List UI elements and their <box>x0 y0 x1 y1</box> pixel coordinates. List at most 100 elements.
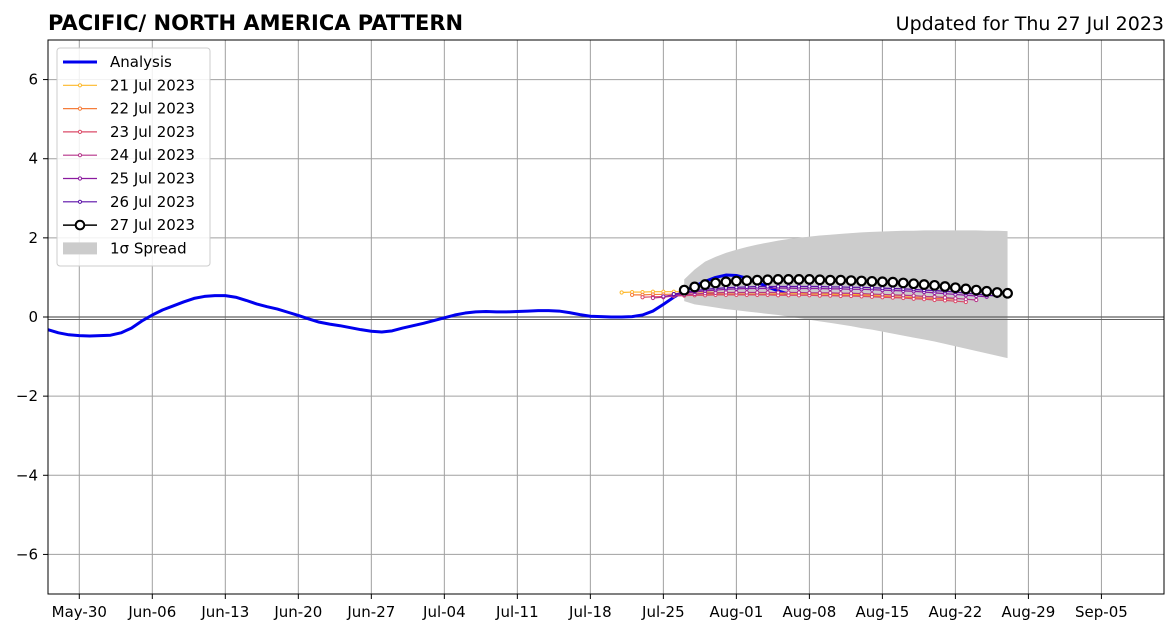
forecast-point <box>960 283 972 295</box>
legend-label-forecast: 26 Jul 2023 <box>110 193 195 211</box>
forecast-point <box>981 285 993 297</box>
forecast-point <box>828 284 833 290</box>
forecast-point <box>793 274 805 285</box>
forecast-point <box>901 293 906 298</box>
legend-swatch-marker <box>77 106 83 111</box>
legend-label-forecast: 22 Jul 2023 <box>110 100 195 118</box>
x-tick-label: Aug-01 <box>709 603 763 621</box>
forecast-point <box>897 277 909 289</box>
x-tick-label: Jul-11 <box>495 603 539 621</box>
forecast-point <box>869 291 875 297</box>
y-tick-label: −6 <box>16 545 38 563</box>
forecast-point <box>796 290 802 295</box>
legend-swatch-marker <box>77 199 83 204</box>
forecast-point <box>807 290 812 295</box>
analysis-series <box>47 273 789 338</box>
forecast-point <box>710 277 721 289</box>
forecast-point <box>849 285 854 290</box>
x-tick-label: Aug-29 <box>1002 603 1056 621</box>
x-tick-label: Jul-18 <box>568 603 612 621</box>
forecast-point <box>817 284 822 289</box>
legend: Analysis 21 Jul 2023 22 Jul 2023 23 Jul 202… <box>56 47 211 267</box>
legend-label-forecast: 23 Jul 2023 <box>110 123 195 141</box>
forecast-point <box>922 294 927 299</box>
x-tick-label: Jun-13 <box>200 603 249 621</box>
forecast-point <box>762 274 774 286</box>
y-tick-label: −4 <box>16 466 38 484</box>
forecast-point <box>765 290 770 295</box>
x-tick-label: Sep-05 <box>1075 603 1128 621</box>
forecast-point <box>619 290 624 295</box>
y-tick-label: 2 <box>28 229 38 247</box>
forecast-point <box>734 290 739 295</box>
forecast-point <box>730 275 742 287</box>
forecast-series <box>619 274 1013 305</box>
forecast-point <box>890 292 895 297</box>
forecast-point <box>720 276 732 288</box>
forecast-point <box>786 284 791 289</box>
forecast-point <box>838 284 843 290</box>
forecast-point <box>772 274 784 285</box>
forecast-point <box>953 296 958 301</box>
y-tick-label: 6 <box>28 71 38 89</box>
forecast-point <box>629 292 635 297</box>
x-tick-label: Jun-06 <box>127 603 176 621</box>
legend-label-analysis: Analysis <box>110 53 172 71</box>
forecast-point <box>929 279 940 291</box>
y-axis: 6 4 2 0 −2 −4 −6 <box>16 71 48 563</box>
forecast-point <box>939 281 951 292</box>
x-tick-label: Jun-20 <box>273 603 322 621</box>
forecast-point <box>640 295 645 300</box>
forecast-point <box>942 295 948 300</box>
legend-swatch-marker <box>77 176 83 181</box>
forecast-point <box>932 294 937 299</box>
y-tick-label: 0 <box>28 308 38 326</box>
x-tick-label: May-30 <box>52 603 107 621</box>
forecast-point <box>849 291 854 296</box>
legend-swatch-spread <box>63 242 97 255</box>
forecast-point <box>828 290 833 295</box>
forecast-point <box>751 274 763 286</box>
forecast-point <box>814 274 826 286</box>
forecast-point <box>796 284 802 289</box>
x-tick-label: Aug-22 <box>929 603 983 621</box>
forecast-point <box>678 284 690 296</box>
forecast-point <box>783 274 794 285</box>
forecast-point <box>918 279 930 290</box>
legend-swatch-marker <box>74 219 86 231</box>
forecast-point <box>803 274 815 285</box>
legend-label-forecast: 21 Jul 2023 <box>110 76 195 94</box>
forecast-point <box>908 278 920 290</box>
legend-swatch-marker <box>77 153 83 158</box>
forecast-point <box>845 275 857 286</box>
legend-box <box>56 47 211 267</box>
forecast-point <box>887 276 899 288</box>
forecast-point <box>786 290 791 295</box>
forecast-point <box>671 291 676 297</box>
forecast-point <box>817 290 822 295</box>
forecast-point <box>856 275 867 287</box>
forecast-point <box>775 284 781 289</box>
chart-title: PACIFIC/ NORTH AMERICA PATTERN <box>48 11 463 35</box>
forecast-point <box>838 291 843 296</box>
forecast-point <box>1002 287 1013 299</box>
forecast-point <box>880 292 885 297</box>
forecast-point <box>661 294 666 299</box>
forecast-point <box>807 284 812 289</box>
forecast-point <box>755 290 760 295</box>
legend-label-forecast: 25 Jul 2023 <box>110 170 195 188</box>
x-tick-label: Jul-25 <box>641 603 685 621</box>
x-tick-label: Aug-08 <box>782 603 836 621</box>
forecast-point <box>765 284 770 289</box>
legend-label-forecast: 24 Jul 2023 <box>110 146 195 164</box>
forecast-point <box>950 282 961 294</box>
x-tick-label: Aug-15 <box>855 603 909 621</box>
forecast-point <box>741 275 753 286</box>
forecast-point <box>970 284 982 296</box>
legend-label-forecast: 27 Jul 2023 <box>110 216 195 234</box>
y-tick-label: −2 <box>16 387 38 405</box>
forecast-point <box>911 293 916 298</box>
forecast-point <box>650 295 656 301</box>
analysis-line <box>47 273 789 338</box>
